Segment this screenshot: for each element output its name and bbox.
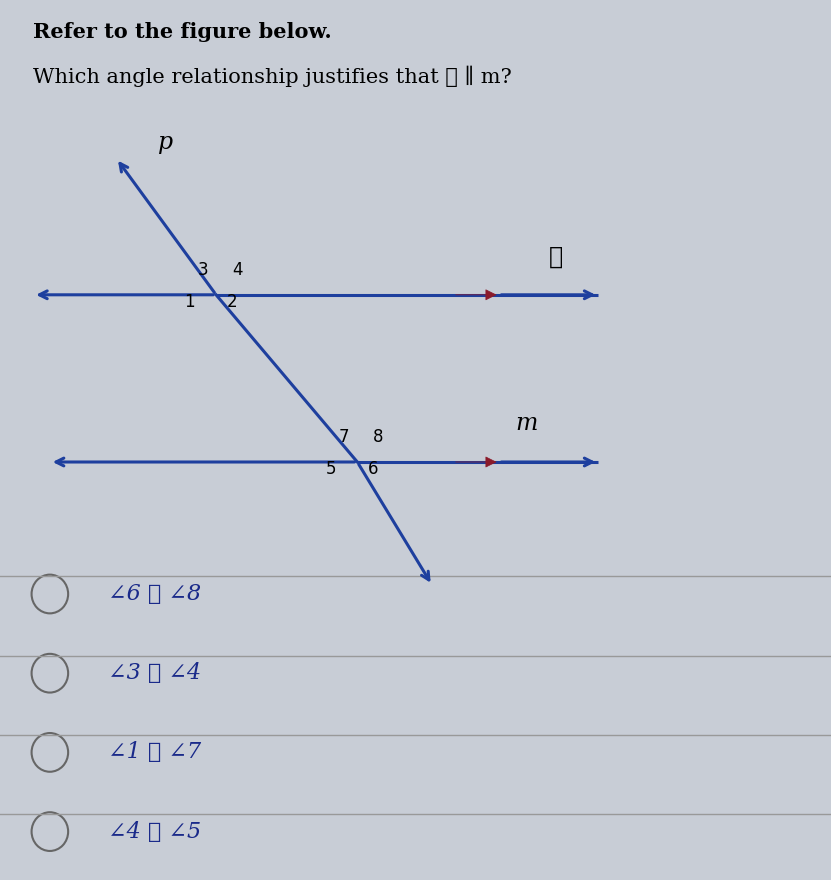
Text: m: m xyxy=(515,412,538,435)
Text: ∠4 ≅ ∠5: ∠4 ≅ ∠5 xyxy=(108,820,201,843)
Text: 4: 4 xyxy=(232,261,243,279)
Text: Which angle relationship justifies that ℓ ∥ m?: Which angle relationship justifies that … xyxy=(33,66,512,87)
Text: 8: 8 xyxy=(373,429,384,446)
Text: ∠3 ≅ ∠4: ∠3 ≅ ∠4 xyxy=(108,662,201,685)
Text: 3: 3 xyxy=(198,261,208,279)
Text: 5: 5 xyxy=(326,460,336,478)
Text: 2: 2 xyxy=(227,293,238,311)
Text: 6: 6 xyxy=(368,460,379,478)
Text: Refer to the figure below.: Refer to the figure below. xyxy=(33,22,332,42)
Text: 1: 1 xyxy=(184,293,194,311)
Text: ∠1 ≅ ∠7: ∠1 ≅ ∠7 xyxy=(108,741,201,763)
Text: p: p xyxy=(158,131,173,154)
Text: 7: 7 xyxy=(339,429,349,446)
Text: ∠6 ≅ ∠8: ∠6 ≅ ∠8 xyxy=(108,583,201,605)
Text: ℓ: ℓ xyxy=(548,246,563,268)
